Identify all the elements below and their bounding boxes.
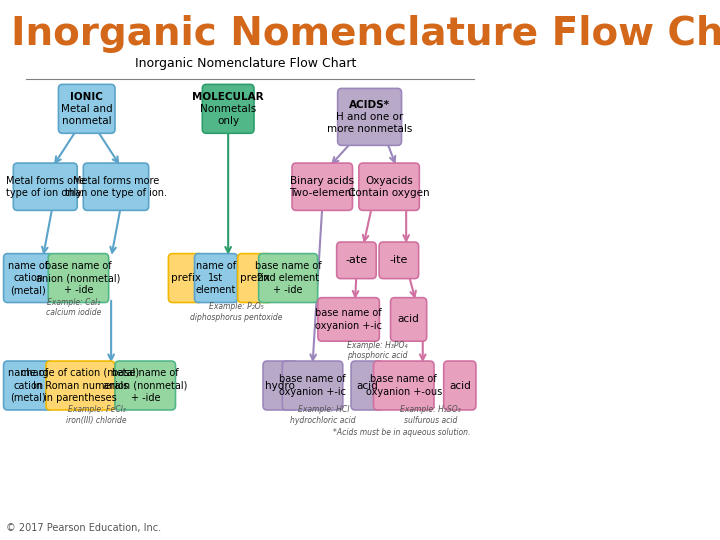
FancyBboxPatch shape — [4, 254, 53, 302]
Text: name of
cation
(metal): name of cation (metal) — [8, 261, 48, 295]
FancyBboxPatch shape — [263, 361, 297, 410]
Text: base name of
2nd element
+ -ide: base name of 2nd element + -ide — [255, 261, 321, 295]
Text: Example: CaI₂
calcium iodide: Example: CaI₂ calcium iodide — [46, 298, 102, 318]
Text: base name of
anion (nonmetal)
+ -ide: base name of anion (nonmetal) + -ide — [36, 261, 121, 295]
Text: Metal and: Metal and — [61, 104, 112, 114]
FancyBboxPatch shape — [258, 254, 318, 302]
FancyBboxPatch shape — [4, 361, 53, 410]
Text: IONIC: IONIC — [71, 92, 103, 102]
Text: prefix: prefix — [240, 273, 270, 283]
FancyBboxPatch shape — [351, 361, 383, 410]
FancyBboxPatch shape — [318, 298, 379, 341]
FancyBboxPatch shape — [337, 242, 376, 279]
Text: only: only — [217, 116, 239, 126]
Text: -ite: -ite — [390, 255, 408, 265]
FancyBboxPatch shape — [84, 163, 148, 211]
Text: base name of
oxyanion +-ic: base name of oxyanion +-ic — [315, 308, 382, 330]
Text: nonmetal: nonmetal — [62, 116, 112, 126]
Text: H and one or: H and one or — [336, 112, 403, 122]
Text: base name of
oxyanion +-ic: base name of oxyanion +-ic — [279, 374, 346, 397]
Text: prefix: prefix — [171, 273, 201, 283]
Text: Example: P₂O₅
diphosphorus pentoxide: Example: P₂O₅ diphosphorus pentoxide — [190, 302, 283, 322]
Text: acid: acid — [356, 381, 378, 390]
Text: Example: FeCl₃
iron(III) chloride: Example: FeCl₃ iron(III) chloride — [66, 406, 127, 425]
FancyBboxPatch shape — [359, 163, 419, 211]
FancyBboxPatch shape — [194, 254, 238, 302]
FancyBboxPatch shape — [58, 84, 115, 133]
FancyBboxPatch shape — [379, 242, 418, 279]
Text: -ate: -ate — [346, 255, 367, 265]
Text: Inorganic Nomenclature Flow Chart: Inorganic Nomenclature Flow Chart — [11, 15, 720, 53]
Text: base name of
oxyanion +-ous: base name of oxyanion +-ous — [366, 374, 442, 397]
Text: hydro: hydro — [266, 381, 295, 390]
Text: acid: acid — [449, 381, 471, 390]
Text: *Acids must be in aqueous solution.: *Acids must be in aqueous solution. — [333, 428, 470, 437]
Text: Inorganic Nomenclature Flow Chart: Inorganic Nomenclature Flow Chart — [135, 57, 356, 70]
Text: Binary acids
Two-element: Binary acids Two-element — [289, 176, 356, 198]
FancyBboxPatch shape — [282, 361, 343, 410]
FancyBboxPatch shape — [46, 361, 114, 410]
Text: Oxyacids
Contain oxygen: Oxyacids Contain oxygen — [348, 176, 430, 198]
FancyBboxPatch shape — [238, 254, 272, 302]
Text: more nonmetals: more nonmetals — [327, 124, 413, 134]
FancyBboxPatch shape — [374, 361, 434, 410]
Text: Example: H₂SO₃
sulfurous acid: Example: H₂SO₃ sulfurous acid — [400, 406, 461, 425]
FancyBboxPatch shape — [202, 84, 254, 133]
Text: © 2017 Pearson Education, Inc.: © 2017 Pearson Education, Inc. — [6, 523, 161, 533]
Text: name of
cation
(metal): name of cation (metal) — [8, 368, 48, 403]
FancyBboxPatch shape — [168, 254, 203, 302]
Text: base name of
anion (nonmetal)
+ -ide: base name of anion (nonmetal) + -ide — [103, 368, 187, 403]
Text: MOLECULAR: MOLECULAR — [192, 92, 264, 102]
Text: charge of cation (metal)
In Roman numerals
in parentheses: charge of cation (metal) In Roman numera… — [22, 368, 140, 403]
FancyBboxPatch shape — [292, 163, 353, 211]
FancyBboxPatch shape — [115, 361, 176, 410]
FancyBboxPatch shape — [48, 254, 109, 302]
FancyBboxPatch shape — [338, 89, 402, 145]
FancyBboxPatch shape — [444, 361, 476, 410]
Text: Nonmetals: Nonmetals — [200, 104, 256, 114]
Text: ACIDS*: ACIDS* — [349, 100, 390, 110]
Text: Example: HCl
hydrochloric acid: Example: HCl hydrochloric acid — [290, 406, 356, 425]
Text: Example: H₃PO₄
phosphoric acid: Example: H₃PO₄ phosphoric acid — [346, 341, 407, 360]
Text: name of
1st
element: name of 1st element — [196, 261, 236, 295]
Text: Metal forms one
type of ion only.: Metal forms one type of ion only. — [6, 176, 85, 198]
FancyBboxPatch shape — [14, 163, 77, 211]
Text: acid: acid — [397, 314, 420, 325]
Text: Metal forms more
than one type of ion.: Metal forms more than one type of ion. — [65, 176, 167, 198]
FancyBboxPatch shape — [390, 298, 427, 341]
